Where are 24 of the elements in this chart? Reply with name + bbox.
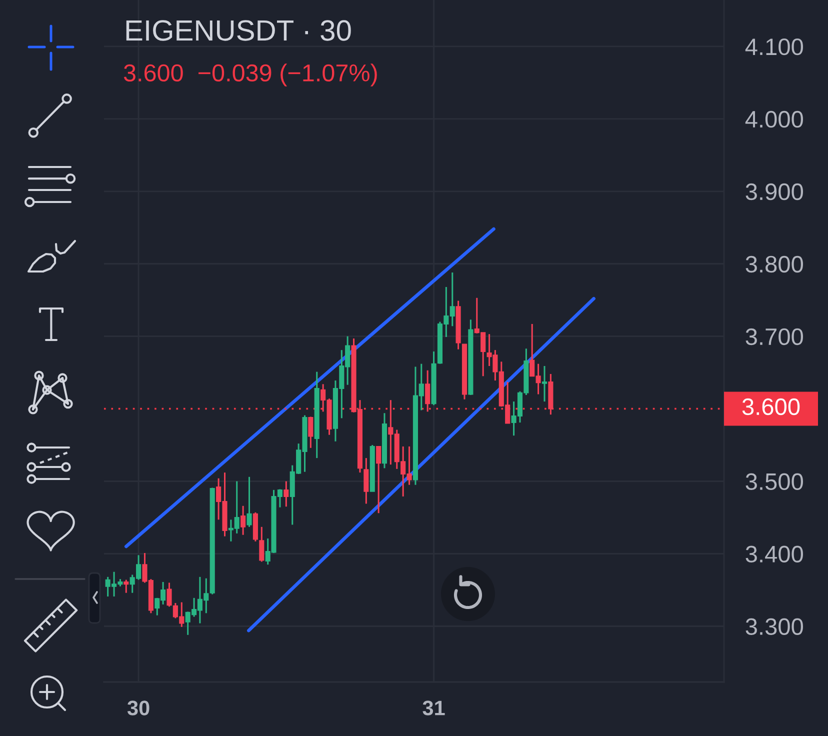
- candlestick: [425, 370, 430, 412]
- text: 3.600 −0.039 (−1.07%): [124, 64, 377, 86]
- candlestick: [308, 416, 314, 449]
- candlestick: [284, 480, 289, 508]
- candlestick: [376, 446, 382, 514]
- candlestick: [259, 526, 264, 562]
- y-tick-label: 4.000: [745, 110, 803, 128]
- y-tick-label: 3.800: [746, 256, 803, 273]
- ref-line-label: 3.600: [742, 398, 800, 416]
- y-tick-label: 3.700: [746, 328, 803, 346]
- y-tick-label: 3.400: [746, 546, 803, 563]
- candlestick: [240, 505, 246, 536]
- candlestick: [364, 457, 369, 504]
- y-tick-label: 3.900: [746, 183, 803, 200]
- x-tick-label: 31: [422, 700, 445, 716]
- text: EIGENUSDT · 30: [126, 20, 351, 41]
- x-tick-label: 30: [127, 700, 150, 716]
- y-tick-label: 4.100: [745, 38, 803, 56]
- y-tick-label: 3.500: [746, 473, 803, 490]
- y-tick-label: 3.300: [746, 618, 803, 635]
- candlestick: [124, 579, 129, 594]
- candlestick: [542, 365, 548, 402]
- candlestick: [166, 582, 172, 608]
- candlestick: [246, 476, 252, 528]
